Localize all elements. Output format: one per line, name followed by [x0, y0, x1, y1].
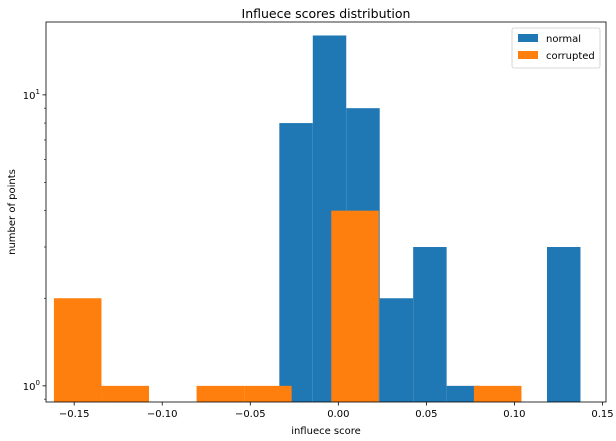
histogram-bars [53, 35, 581, 403]
bar-corrupted [244, 385, 292, 402]
y-axis: 100 101 [23, 88, 46, 400]
bar-normal [413, 247, 447, 402]
y-axis-label: number of points [7, 169, 18, 255]
y-tick-label: 101 [23, 88, 40, 102]
legend: normal corrupted [511, 27, 601, 69]
x-tick-label: −0.05 [235, 409, 266, 420]
x-tick-label: 0.00 [327, 409, 349, 420]
bar-normal [547, 247, 581, 402]
bar-corrupted [101, 385, 150, 402]
x-axis: −0.15 −0.10 −0.05 0.00 0.05 0.10 0.15 [59, 402, 614, 420]
chart-title: Influece scores distribution [242, 6, 411, 21]
legend-label-corrupted: corrupted [546, 51, 595, 62]
legend-swatch-normal [518, 34, 538, 42]
x-tick-label: 0.05 [415, 409, 437, 420]
x-tick-label: −0.15 [59, 409, 90, 420]
bar-corrupted [473, 385, 522, 402]
x-tick-label: 0.15 [591, 409, 613, 420]
bar-corrupted [53, 298, 102, 402]
bar-corrupted [331, 210, 379, 402]
legend-swatch-corrupted [518, 51, 538, 59]
bar-normal [446, 385, 481, 402]
bar-normal [279, 123, 313, 402]
bar-normal [379, 298, 414, 402]
bar-corrupted [196, 385, 245, 402]
legend-label-normal: normal [546, 34, 581, 45]
x-axis-label: influece score [291, 426, 361, 437]
y-tick-label: 100 [23, 379, 40, 393]
plot-frame [45, 21, 607, 403]
x-tick-label: −0.10 [147, 409, 178, 420]
x-tick-label: 0.10 [503, 409, 525, 420]
